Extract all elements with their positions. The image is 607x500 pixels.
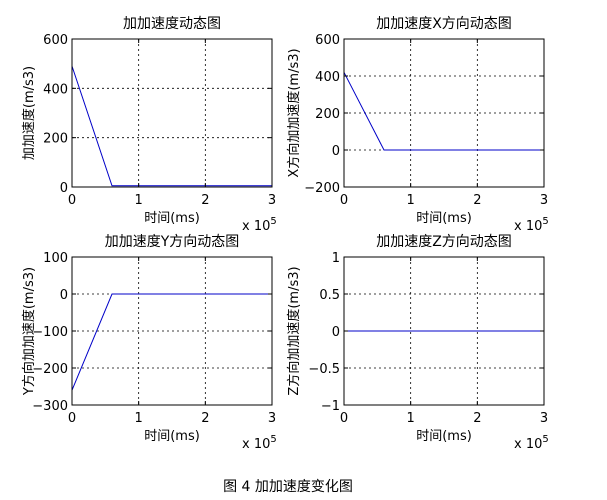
y-tick-label: 0 bbox=[332, 325, 340, 340]
y-tick-label: 400 bbox=[315, 70, 340, 85]
x-tick-label: 2 bbox=[473, 411, 481, 426]
chart-title: 加加速度Z方向动态图 bbox=[376, 234, 512, 250]
x-axis-label: 时间(ms) bbox=[144, 211, 200, 226]
series-line-1 bbox=[343, 72, 544, 151]
y-tick-label: 0 bbox=[332, 144, 340, 159]
y-tick-label: 600 bbox=[315, 33, 340, 48]
chart-title: 加加速度X方向动态图 bbox=[376, 16, 512, 32]
y-axis-label: 加加速度(m/s3) bbox=[21, 66, 37, 160]
y-tick-label: 200 bbox=[43, 132, 68, 147]
x-tick-label: 3 bbox=[268, 411, 276, 426]
x-tick-label: 2 bbox=[201, 411, 209, 426]
x-tick-label: 3 bbox=[540, 193, 548, 208]
x-tick-label: 0 bbox=[340, 193, 348, 208]
y-tick-label: 100 bbox=[43, 251, 68, 266]
x-tick-label: 2 bbox=[201, 193, 209, 208]
y-tick-label: 200 bbox=[315, 107, 340, 122]
series-line-1 bbox=[71, 293, 272, 391]
x-tick-label: 1 bbox=[407, 193, 415, 208]
y-tick-label: −100 bbox=[32, 325, 68, 340]
x-tick-label: 1 bbox=[135, 411, 143, 426]
y-tick-label: −0.5 bbox=[308, 362, 340, 377]
y-axis-label: Z方向加加速度(m/s3) bbox=[286, 266, 302, 395]
series-line-1 bbox=[71, 65, 272, 187]
x-axis-exponent: x 105 bbox=[242, 216, 277, 234]
y-tick-label: 1 bbox=[332, 251, 340, 266]
y-tick-label: 600 bbox=[43, 33, 68, 48]
x-tick-label: 0 bbox=[340, 411, 348, 426]
x-axis-label: 时间(ms) bbox=[416, 429, 472, 444]
x-tick-label: 1 bbox=[135, 193, 143, 208]
y-tick-label: −200 bbox=[32, 362, 68, 377]
y-tick-label: 0 bbox=[60, 181, 68, 196]
x-tick-label: 3 bbox=[540, 411, 548, 426]
figure-caption: 图 4 加加速度变化图 bbox=[223, 479, 353, 495]
x-axis-exponent: x 105 bbox=[514, 434, 549, 452]
chart-title: 加加速度动态图 bbox=[123, 16, 221, 32]
y-tick-label: 0 bbox=[60, 288, 68, 303]
y-axis-label: X方向加加速度(m/s3) bbox=[286, 48, 302, 177]
x-axis-label: 时间(ms) bbox=[416, 211, 472, 226]
x-tick-label: 2 bbox=[473, 193, 481, 208]
y-tick-label: 0.5 bbox=[319, 288, 340, 303]
chart-title: 加加速度Y方向动态图 bbox=[105, 234, 240, 250]
x-tick-label: 0 bbox=[68, 411, 76, 426]
x-axis-exponent: x 105 bbox=[242, 434, 277, 452]
x-tick-label: 3 bbox=[268, 193, 276, 208]
axes-frame bbox=[71, 38, 273, 188]
x-tick-label: 1 bbox=[407, 411, 415, 426]
y-axis-label: Y方向加加速度(m/s3) bbox=[21, 267, 37, 396]
y-tick-label: −1 bbox=[321, 399, 340, 414]
y-tick-label: −200 bbox=[304, 181, 340, 196]
x-tick-label: 0 bbox=[68, 193, 76, 208]
x-axis-exponent: x 105 bbox=[514, 216, 549, 234]
y-tick-label: 400 bbox=[43, 82, 68, 97]
y-tick-label: −300 bbox=[32, 399, 68, 414]
x-axis-label: 时间(ms) bbox=[144, 429, 200, 444]
